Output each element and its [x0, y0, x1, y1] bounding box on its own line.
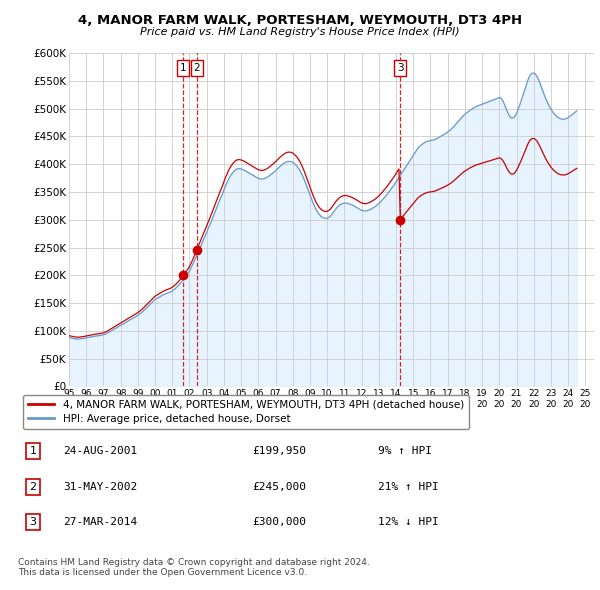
Legend: 4, MANOR FARM WALK, PORTESHAM, WEYMOUTH, DT3 4PH (detached house), HPI: Average : 4, MANOR FARM WALK, PORTESHAM, WEYMOUTH,… — [23, 395, 469, 429]
Text: 1: 1 — [180, 63, 187, 73]
Text: 21% ↑ HPI: 21% ↑ HPI — [378, 482, 439, 491]
Text: Contains HM Land Registry data © Crown copyright and database right 2024.
This d: Contains HM Land Registry data © Crown c… — [18, 558, 370, 577]
Text: 3: 3 — [29, 517, 37, 527]
Text: £245,000: £245,000 — [252, 482, 306, 491]
Text: 9% ↑ HPI: 9% ↑ HPI — [378, 447, 432, 456]
Text: Price paid vs. HM Land Registry's House Price Index (HPI): Price paid vs. HM Land Registry's House … — [140, 28, 460, 37]
Text: £199,950: £199,950 — [252, 447, 306, 456]
Text: 12% ↓ HPI: 12% ↓ HPI — [378, 517, 439, 527]
Text: 3: 3 — [397, 63, 403, 73]
Text: 2: 2 — [193, 63, 200, 73]
Text: 2: 2 — [29, 482, 37, 491]
Text: 27-MAR-2014: 27-MAR-2014 — [63, 517, 137, 527]
Text: 4, MANOR FARM WALK, PORTESHAM, WEYMOUTH, DT3 4PH: 4, MANOR FARM WALK, PORTESHAM, WEYMOUTH,… — [78, 14, 522, 27]
Text: 1: 1 — [29, 447, 37, 456]
Text: £300,000: £300,000 — [252, 517, 306, 527]
Text: 24-AUG-2001: 24-AUG-2001 — [63, 447, 137, 456]
Text: 31-MAY-2002: 31-MAY-2002 — [63, 482, 137, 491]
